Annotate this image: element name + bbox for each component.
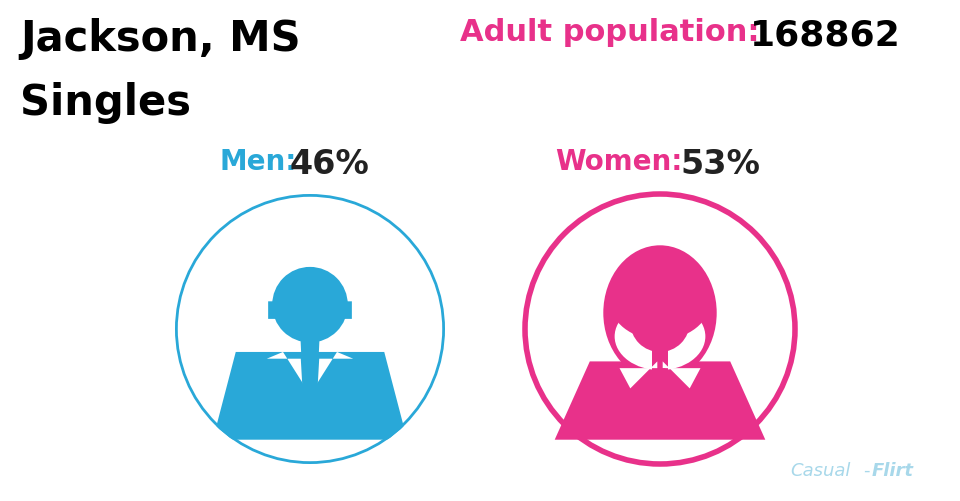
Polygon shape (300, 340, 320, 360)
Polygon shape (267, 352, 309, 393)
Text: Jackson, MS: Jackson, MS (20, 18, 300, 60)
Polygon shape (662, 362, 701, 389)
Circle shape (525, 194, 795, 464)
Text: Singles: Singles (20, 82, 191, 124)
Polygon shape (655, 368, 665, 391)
Circle shape (631, 293, 689, 352)
Text: Men:: Men: (220, 148, 298, 176)
Text: 46%: 46% (290, 148, 370, 181)
Text: Flirt: Flirt (872, 461, 914, 479)
Ellipse shape (614, 303, 706, 370)
Circle shape (175, 194, 445, 464)
Bar (304, 346, 316, 355)
Circle shape (273, 268, 348, 343)
Polygon shape (652, 350, 668, 374)
Text: 168862: 168862 (750, 18, 900, 52)
Text: Casual: Casual (790, 461, 851, 479)
Text: -: - (863, 461, 870, 479)
Text: Adult population:: Adult population: (460, 18, 759, 47)
Polygon shape (311, 352, 353, 393)
Polygon shape (300, 355, 320, 426)
Text: Women:: Women: (555, 148, 683, 176)
Polygon shape (213, 352, 407, 440)
FancyBboxPatch shape (344, 302, 352, 319)
Ellipse shape (603, 246, 717, 381)
Polygon shape (555, 362, 765, 440)
Text: 53%: 53% (680, 148, 760, 181)
FancyBboxPatch shape (268, 302, 276, 319)
Polygon shape (619, 362, 658, 389)
Ellipse shape (609, 260, 711, 340)
